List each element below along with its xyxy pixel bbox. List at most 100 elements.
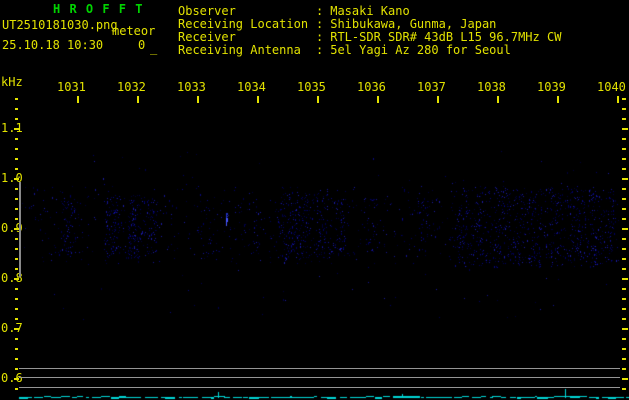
- band-marker-line: [19, 182, 21, 277]
- axis-tick: [622, 108, 626, 110]
- axis-tick: [15, 238, 18, 240]
- x-tick-label-1031: 1031: [57, 80, 86, 94]
- axis-tick: [622, 178, 628, 180]
- info-row-antenna: Receiving Antenna:5el Yagi Az 280 for Se…: [178, 44, 561, 56]
- axis-tick: [15, 148, 18, 150]
- axis-tick: [622, 128, 628, 130]
- axis-tick: [622, 118, 626, 120]
- y-tick-label-0.7: 0.7: [1, 321, 23, 335]
- axis-tick: [377, 96, 379, 103]
- info-separator: :: [316, 30, 324, 44]
- axis-tick: [622, 268, 626, 270]
- axis-tick: [622, 328, 628, 330]
- info-row-observer: Observer: Masaki Kano: [178, 5, 561, 17]
- axis-tick: [622, 238, 626, 240]
- axis-tick: [622, 318, 626, 320]
- axis-tick: [622, 218, 626, 220]
- axis-tick: [257, 96, 259, 103]
- axis-tick: [15, 108, 18, 110]
- axis-tick: [622, 388, 626, 390]
- x-tick-label-1037: 1037: [417, 80, 446, 94]
- axis-tick: [622, 138, 626, 140]
- axis-tick: [622, 148, 626, 150]
- x-tick-label-1032: 1032: [117, 80, 146, 94]
- x-tick-label-1035: 1035: [297, 80, 326, 94]
- axis-tick: [14, 278, 19, 280]
- axis-tick: [622, 278, 628, 280]
- axis-tick: [15, 138, 18, 140]
- axis-tick: [15, 268, 18, 270]
- axis-tick: [622, 98, 626, 100]
- axis-tick: [15, 248, 18, 250]
- station-info-block: Observer: Masaki Kano Receiving Location:…: [178, 5, 561, 57]
- axis-tick: [14, 178, 19, 180]
- axis-tick: [15, 388, 18, 390]
- info-value: Masaki Kano: [330, 4, 410, 18]
- axis-tick: [622, 248, 626, 250]
- y-tick-label-0.6: 0.6: [1, 371, 23, 385]
- axis-tick: [622, 298, 626, 300]
- y-axis-unit-label: kHz: [1, 75, 23, 89]
- axis-tick: [77, 96, 79, 103]
- axis-tick: [617, 96, 619, 103]
- level-reference-line: [19, 377, 620, 378]
- axis-tick: [14, 378, 19, 380]
- axis-tick: [622, 348, 626, 350]
- axis-tick: [15, 348, 18, 350]
- y-tick-label-1.1: 1.1: [1, 121, 23, 135]
- info-label: Receiving Location: [178, 17, 309, 31]
- info-row-location: Receiving Location: Shibukawa, Gunma, Jap…: [178, 18, 561, 30]
- axis-tick: [557, 96, 559, 103]
- output-filename: UT2510181030.png: [2, 18, 118, 32]
- axis-tick: [137, 96, 139, 103]
- axis-tick: [622, 188, 626, 190]
- axis-tick: [15, 218, 18, 220]
- axis-tick: [15, 318, 18, 320]
- axis-tick: [15, 258, 18, 260]
- x-tick-label-1033: 1033: [177, 80, 206, 94]
- axis-tick: [197, 96, 199, 103]
- level-reference-line: [19, 368, 620, 369]
- axis-tick: [15, 168, 18, 170]
- axis-tick: [15, 288, 18, 290]
- x-tick-label-1038: 1038: [477, 80, 506, 94]
- axis-tick: [15, 338, 18, 340]
- axis-tick: [15, 198, 18, 200]
- meteor-count: 0: [138, 38, 146, 52]
- y-tick-label-0.9: 0.9: [1, 221, 23, 235]
- annotation-label: meteor: [112, 24, 156, 38]
- axis-tick: [437, 96, 439, 103]
- axis-tick: [622, 228, 628, 230]
- axis-tick: [622, 208, 626, 210]
- x-tick-label-1034: 1034: [237, 80, 266, 94]
- cursor-glyph: _: [150, 41, 158, 55]
- axis-tick: [622, 168, 626, 170]
- axis-tick: [14, 328, 19, 330]
- axis-tick: [622, 358, 626, 360]
- datetime-label: 25.10.18 10:30: [2, 38, 104, 52]
- info-separator: :: [316, 4, 324, 18]
- axis-tick: [15, 298, 18, 300]
- axis-tick: [15, 118, 18, 120]
- info-label: Receiving Antenna: [178, 43, 301, 57]
- info-value: 5el Yagi Az 280 for Seoul: [330, 43, 511, 57]
- axis-tick: [15, 358, 18, 360]
- axis-tick: [14, 128, 19, 130]
- axis-tick: [15, 368, 18, 370]
- info-separator: :: [316, 17, 324, 31]
- axis-tick: [14, 228, 19, 230]
- axis-tick: [622, 288, 626, 290]
- info-separator: :: [316, 43, 324, 57]
- axis-tick: [15, 158, 18, 160]
- axis-tick: [622, 198, 626, 200]
- info-label: Receiver: [178, 30, 236, 44]
- info-value: Shibukawa, Gunma, Japan: [330, 17, 497, 31]
- info-row-receiver: Receiver: RTL-SDR SDR# 43dB L15 96.7MHz C…: [178, 31, 561, 43]
- y-tick-label-0.8: 0.8: [1, 271, 23, 285]
- info-value: RTL-SDR SDR# 43dB L15 96.7MHz CW: [330, 30, 562, 44]
- axis-tick: [622, 338, 626, 340]
- x-tick-label-1040: 1040: [597, 80, 626, 94]
- axis-tick: [15, 208, 18, 210]
- x-tick-label-1039: 1039: [537, 80, 566, 94]
